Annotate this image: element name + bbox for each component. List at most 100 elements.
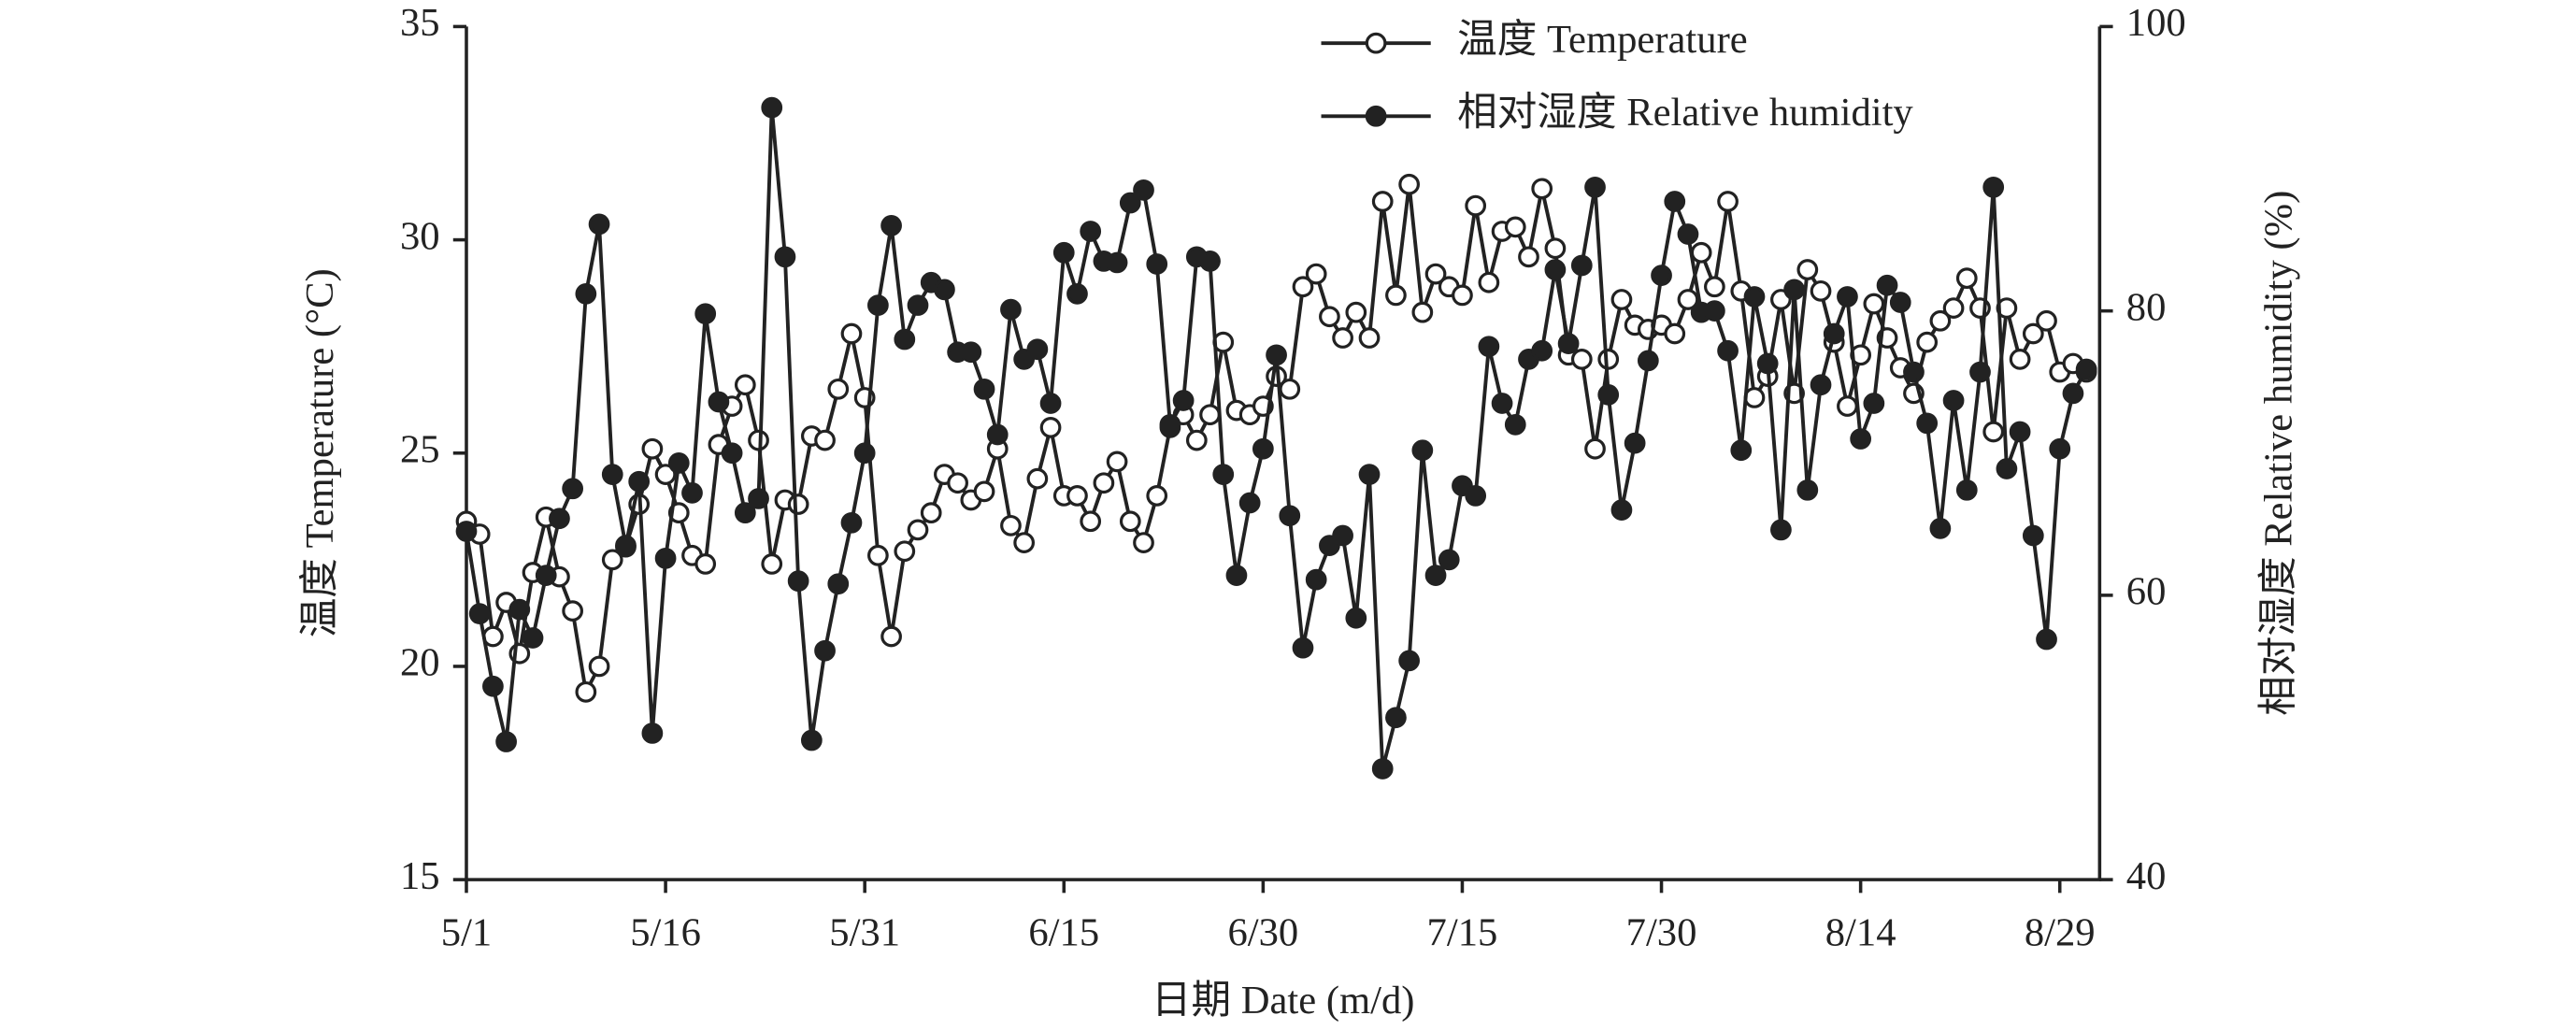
series-marker [2022,322,2044,345]
series-marker [800,729,823,751]
legend-label: 温度 Temperature [1457,18,1748,62]
x-tick-label: 5/16 [630,910,701,954]
y-tick-label: 20 [400,641,440,685]
series-marker [1185,429,1208,451]
legend-marker [1365,32,1387,54]
x-axis-label: 日期 Date (m/d) [1152,979,1415,1023]
series-marker [1411,301,1434,323]
series-marker [1704,300,1725,322]
series-marker [1704,276,1725,298]
series-marker [628,470,651,493]
series-marker [973,378,995,400]
series-marker [1452,284,1473,307]
series-marker [1916,412,1939,435]
series-marker [1385,707,1407,729]
series-marker [920,502,942,524]
series-marker [2062,382,2084,405]
y-tick-label: 25 [400,428,440,472]
series-marker [1743,286,1766,308]
series-marker [601,464,623,485]
series-marker [1052,241,1075,264]
series-marker [1371,758,1394,780]
series-marker [1119,510,1141,533]
series-marker [694,553,717,575]
series-marker [1664,191,1686,212]
series-marker [1677,223,1699,245]
series-marker [814,429,836,451]
series-marker [814,639,836,662]
series-marker [1106,451,1128,473]
series-marker [880,215,902,236]
series-marker [1969,361,1991,383]
series-marker [1544,237,1567,260]
series-marker [1332,327,1353,349]
series-marker [1465,485,1487,507]
series-marker [1677,289,1699,310]
series-marker [1332,524,1353,547]
series-marker [1690,241,1712,264]
series-marker [853,442,876,465]
series-marker [468,603,491,625]
series-marker [1664,322,1686,345]
series-marker [907,519,929,541]
series-marker [1478,336,1500,358]
series-marker [575,283,597,305]
series-marker [1717,339,1739,362]
series-marker [588,213,610,236]
series-marker [549,508,570,530]
series-marker [1279,505,1301,527]
series-marker [1863,293,1885,315]
series-line [465,107,2088,769]
series-marker [1345,607,1367,629]
series-marker [1438,549,1460,571]
series-marker [734,502,756,524]
series-marker [1850,428,1872,450]
x-tick-label: 8/29 [2025,910,2096,954]
series-marker [1876,274,1898,296]
series-marker [1531,339,1553,362]
series-marker [1133,179,1154,201]
series-marker [2036,628,2057,651]
series-marker [1478,271,1500,293]
series-marker [1106,251,1128,274]
series-marker [1279,378,1301,400]
series-marker [947,472,968,494]
series-marker [1837,395,1858,417]
series-marker [1651,265,1672,286]
x-tick-label: 6/30 [1227,910,1298,954]
series-marker [1411,439,1434,462]
series-marker [827,573,850,595]
series-marker [1783,279,1805,301]
series-marker [1531,178,1553,200]
series-marker [1013,532,1036,553]
series-marker [894,328,916,350]
series-marker [1823,322,1845,345]
series-marker [2009,349,2031,370]
series-marker [1584,437,1606,460]
series-marker [787,494,809,515]
series-marker [495,731,517,752]
series-marker [1385,284,1407,307]
series-marker [1756,352,1779,375]
series-marker [1996,458,2018,479]
series-marker [1424,263,1447,285]
series-marker [1305,568,1327,591]
series-marker [1252,437,1274,460]
series-marker [522,627,544,649]
series-marker [787,570,809,593]
series-marker [1424,565,1447,586]
series-marker [1837,286,1858,308]
series-marker [2009,421,2031,443]
series-marker [1810,374,1832,396]
series-marker [641,722,664,744]
x-tick-label: 7/30 [1626,910,1697,954]
series-marker [840,511,863,534]
series-marker [1770,519,1792,541]
series-marker [1597,384,1620,406]
series-marker [1955,267,1978,290]
series-marker [708,391,730,413]
series-marker [575,680,597,703]
series-marker [2036,309,2057,332]
series-marker [1863,393,1885,414]
